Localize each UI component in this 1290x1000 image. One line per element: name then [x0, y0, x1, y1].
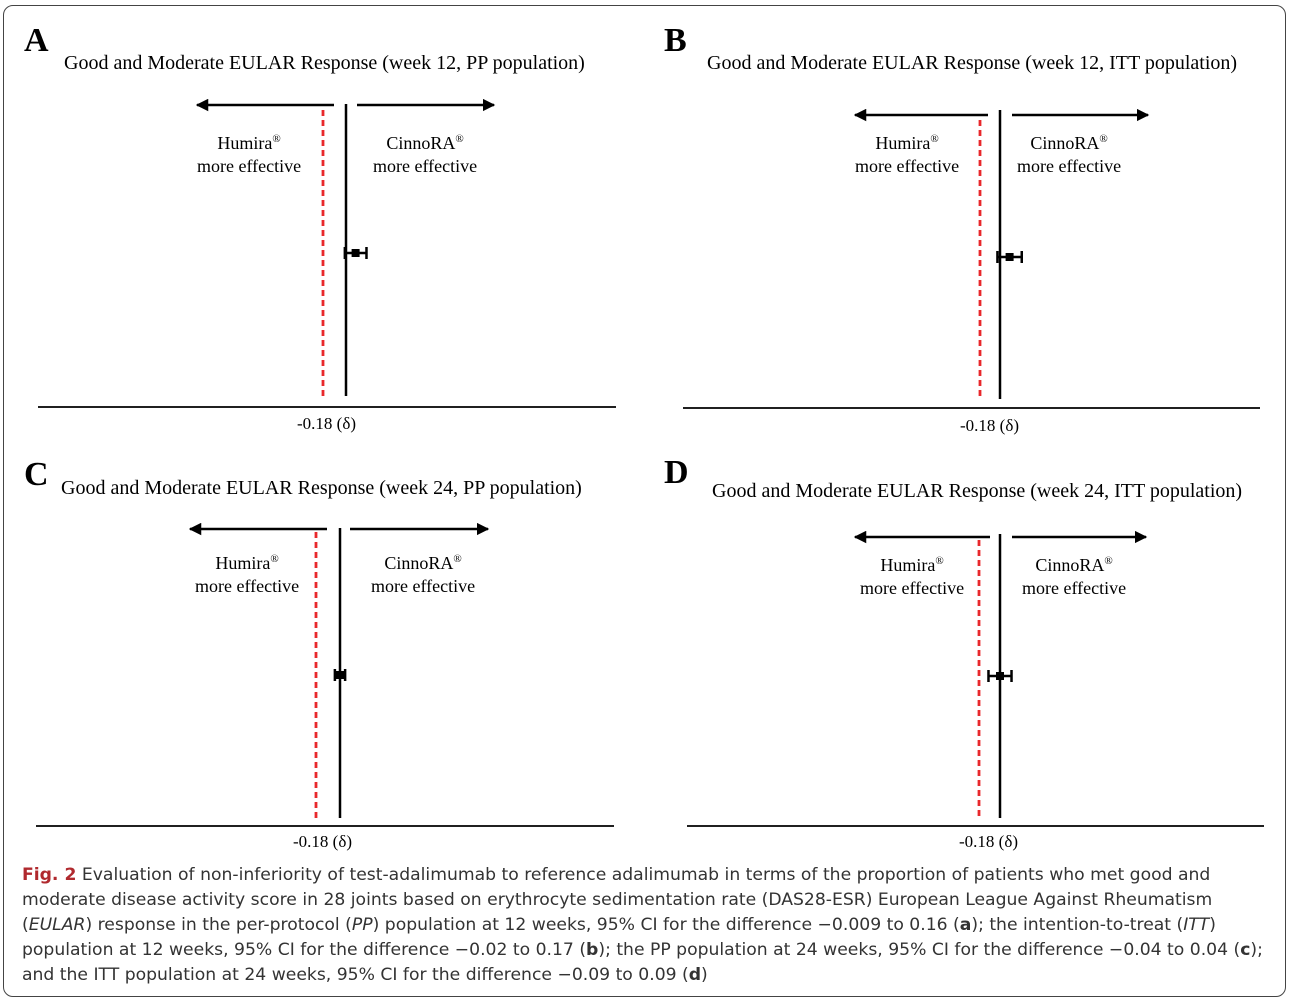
forest-plot: [36, 522, 614, 827]
caption-abbr-pp: PP: [351, 915, 373, 935]
caption-text-7: ); and the ITT population at 24 weeks, 9…: [22, 940, 1263, 985]
label-humira-mark: ®: [935, 555, 944, 567]
caption-label: Fig. 2: [22, 865, 77, 885]
caption-ref-d: d: [688, 965, 702, 985]
label-humira-mark: ®: [930, 133, 939, 145]
label-cinnora: CinnoRA® more effective: [1022, 550, 1126, 600]
caption-abbr-itt: ITT: [1183, 915, 1210, 935]
label-cinnora-line2: more effective: [1022, 578, 1127, 598]
label-cinnora-line2: more effective: [373, 156, 478, 176]
panel-title: Good and Moderate EULAR Response (week 1…: [64, 52, 585, 74]
point-estimate: [351, 249, 360, 257]
panel-title: Good and Moderate EULAR Response (week 2…: [61, 477, 582, 499]
caption-text-3: ) population at 12 weeks, 95% CI for the…: [372, 915, 960, 935]
panel-c: C Good and Moderate EULAR Response (week …: [0, 440, 640, 880]
label-humira-mark: ®: [270, 553, 279, 565]
caption-ref-c: c: [1240, 940, 1251, 960]
label-cinnora-mark: ®: [1104, 555, 1113, 567]
caption-ref-b: b: [586, 940, 599, 960]
panel-b: B Good and Moderate EULAR Response (week …: [640, 0, 1280, 440]
label-cinnora-name: CinnoRA: [1035, 555, 1105, 575]
panel-title: Good and Moderate EULAR Response (week 2…: [712, 480, 1243, 502]
panel-title: Good and Moderate EULAR Response (week 1…: [707, 52, 1238, 74]
label-humira-name: Humira: [215, 553, 271, 573]
label-humira-line2: more effective: [855, 156, 960, 176]
panel-letter: A: [24, 22, 49, 59]
caption-text-6: ); the PP population at 24 weeks, 95% CI…: [598, 940, 1241, 960]
label-cinnora: CinnoRA® more effective: [373, 128, 477, 178]
point-estimate: [336, 671, 344, 679]
label-cinnora-name: CinnoRA: [1030, 133, 1100, 153]
panel-letter: D: [664, 454, 689, 491]
label-humira-line2: more effective: [860, 578, 965, 598]
figure-frame: [3, 5, 1286, 997]
caption-text-5: ) population at 12 weeks, 95% CI for the…: [22, 915, 1217, 960]
figure-caption: Fig. 2 Evaluation of non-inferiority of …: [22, 863, 1270, 988]
label-humira-line2: more effective: [195, 576, 300, 596]
label-cinnora-name: CinnoRA: [384, 553, 454, 573]
label-humira: Humira® more effective: [855, 128, 959, 178]
label-humira-line2: more effective: [197, 156, 302, 176]
label-cinnora-name: CinnoRA: [386, 133, 456, 153]
margin-label: -0.18 (δ): [293, 832, 352, 851]
caption-text-4: ); the intention-to-treat (: [971, 915, 1184, 935]
caption-text-2: ) response in the per-protocol (: [85, 915, 352, 935]
margin-label: -0.18 (δ): [297, 414, 356, 433]
label-humira: Humira® more effective: [195, 548, 299, 598]
panel-letter: C: [24, 456, 49, 493]
forest-plot: [683, 108, 1260, 409]
margin-label: -0.18 (δ): [960, 416, 1019, 435]
label-humira-name: Humira: [217, 133, 273, 153]
label-cinnora-line2: more effective: [1017, 156, 1122, 176]
label-cinnora-mark: ®: [453, 553, 462, 565]
forest-plot: [38, 98, 616, 408]
label-cinnora: CinnoRA® more effective: [1017, 128, 1121, 178]
label-cinnora: CinnoRA® more effective: [371, 548, 475, 598]
panel-letter: B: [664, 22, 687, 59]
label-cinnora-mark: ®: [1099, 133, 1108, 145]
label-humira: Humira® more effective: [197, 128, 301, 178]
label-humira-mark: ®: [272, 133, 281, 145]
caption-text-1: Evaluation of non-inferiority of test-ad…: [22, 865, 1213, 935]
forest-plot: [687, 530, 1264, 827]
point-estimate: [1005, 253, 1014, 261]
caption-ref-a: a: [959, 915, 972, 935]
panel-a: A Good and Moderate EULAR Response (week …: [0, 0, 640, 440]
point-estimate: [996, 672, 1004, 680]
caption-text-8: ): [701, 965, 708, 985]
label-cinnora-mark: ®: [455, 133, 464, 145]
panel-d: D Good and Moderate EULAR Response (week …: [640, 440, 1280, 880]
label-cinnora-line2: more effective: [371, 576, 476, 596]
caption-abbr-eular: EULAR: [28, 915, 86, 935]
label-humira: Humira® more effective: [860, 550, 964, 600]
label-humira-name: Humira: [875, 133, 931, 153]
margin-label: -0.18 (δ): [959, 832, 1018, 851]
label-humira-name: Humira: [880, 555, 936, 575]
